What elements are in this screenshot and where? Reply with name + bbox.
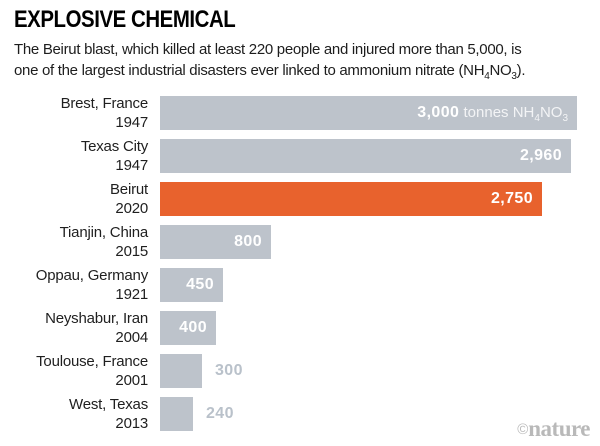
bar-texas-city-1947: 2,960 — [160, 139, 571, 173]
bar-brest-1947: 3,000 tonnes NH4NO3 — [160, 96, 577, 130]
subtitle-line-1: The Beirut blast, which killed at least … — [14, 41, 522, 58]
subtitle-line-2: one of the largest industrial disasters … — [14, 62, 526, 82]
value-label: 2,750 — [490, 190, 533, 207]
bar-chart: Brest, France 1947 3,000 tonnes NH4NO3 T… — [14, 95, 600, 440]
category-label: Texas City 1947 — [80, 138, 148, 174]
value-label: 800 — [234, 233, 262, 250]
category-label: Brest, France 1947 — [60, 95, 149, 131]
bar-tianjin-2015: 800 — [160, 225, 271, 259]
value-label: 240 — [206, 405, 234, 422]
chart-row: Tianjin, China 2015 800 — [14, 224, 600, 260]
category-label: Tianjin, China 2015 — [59, 224, 149, 260]
chart-row: Beirut 2020 2,750 — [14, 181, 600, 217]
chart-row: Brest, France 1947 3,000 tonnes NH4NO3 — [14, 95, 600, 131]
value-label: 450 — [186, 276, 214, 293]
bar-toulouse-2001: 300 — [160, 354, 243, 388]
chart-subtitle: The Beirut blast, which killed at least … — [14, 39, 590, 82]
bar-west-texas-2013: 240 — [160, 397, 234, 431]
category-label: Beirut 2020 — [110, 181, 148, 217]
value-label: 3,000 tonnes NH4NO3 — [417, 104, 568, 124]
category-label: West, Texas 2013 — [69, 396, 148, 432]
nature-logo: ©nature — [517, 416, 590, 442]
chart-row: Toulouse, France 2001 300 — [14, 353, 600, 389]
chart-row: Neyshabur, Iran 2004 400 — [14, 310, 600, 346]
value-label: 300 — [215, 362, 243, 379]
value-label: 2,960 — [519, 147, 562, 164]
chart-row: Texas City 1947 2,960 — [14, 138, 600, 174]
chart-row: West, Texas 2013 240 — [14, 396, 600, 432]
category-label: Oppau, Germany 1921 — [35, 267, 148, 303]
category-label: Neyshabur, Iran 2004 — [45, 310, 148, 346]
value-label: 400 — [179, 319, 207, 336]
category-label: Toulouse, France 2001 — [36, 353, 148, 389]
bar-neyshabur-2004: 400 — [160, 311, 216, 345]
unit-label: tonnes NH4NO3 — [459, 104, 568, 124]
copyright-icon: © — [517, 421, 529, 438]
chart-title: EXPLOSIVE CHEMICAL — [14, 6, 236, 33]
nature-logo-text: nature — [528, 416, 590, 441]
chart-row: Oppau, Germany 1921 450 — [14, 267, 600, 303]
bar-oppau-1921: 450 — [160, 268, 223, 302]
chart-header: EXPLOSIVE CHEMICAL The Beirut blast, whi… — [14, 6, 590, 82]
bar-beirut-2020-highlighted: 2,750 — [160, 182, 542, 216]
